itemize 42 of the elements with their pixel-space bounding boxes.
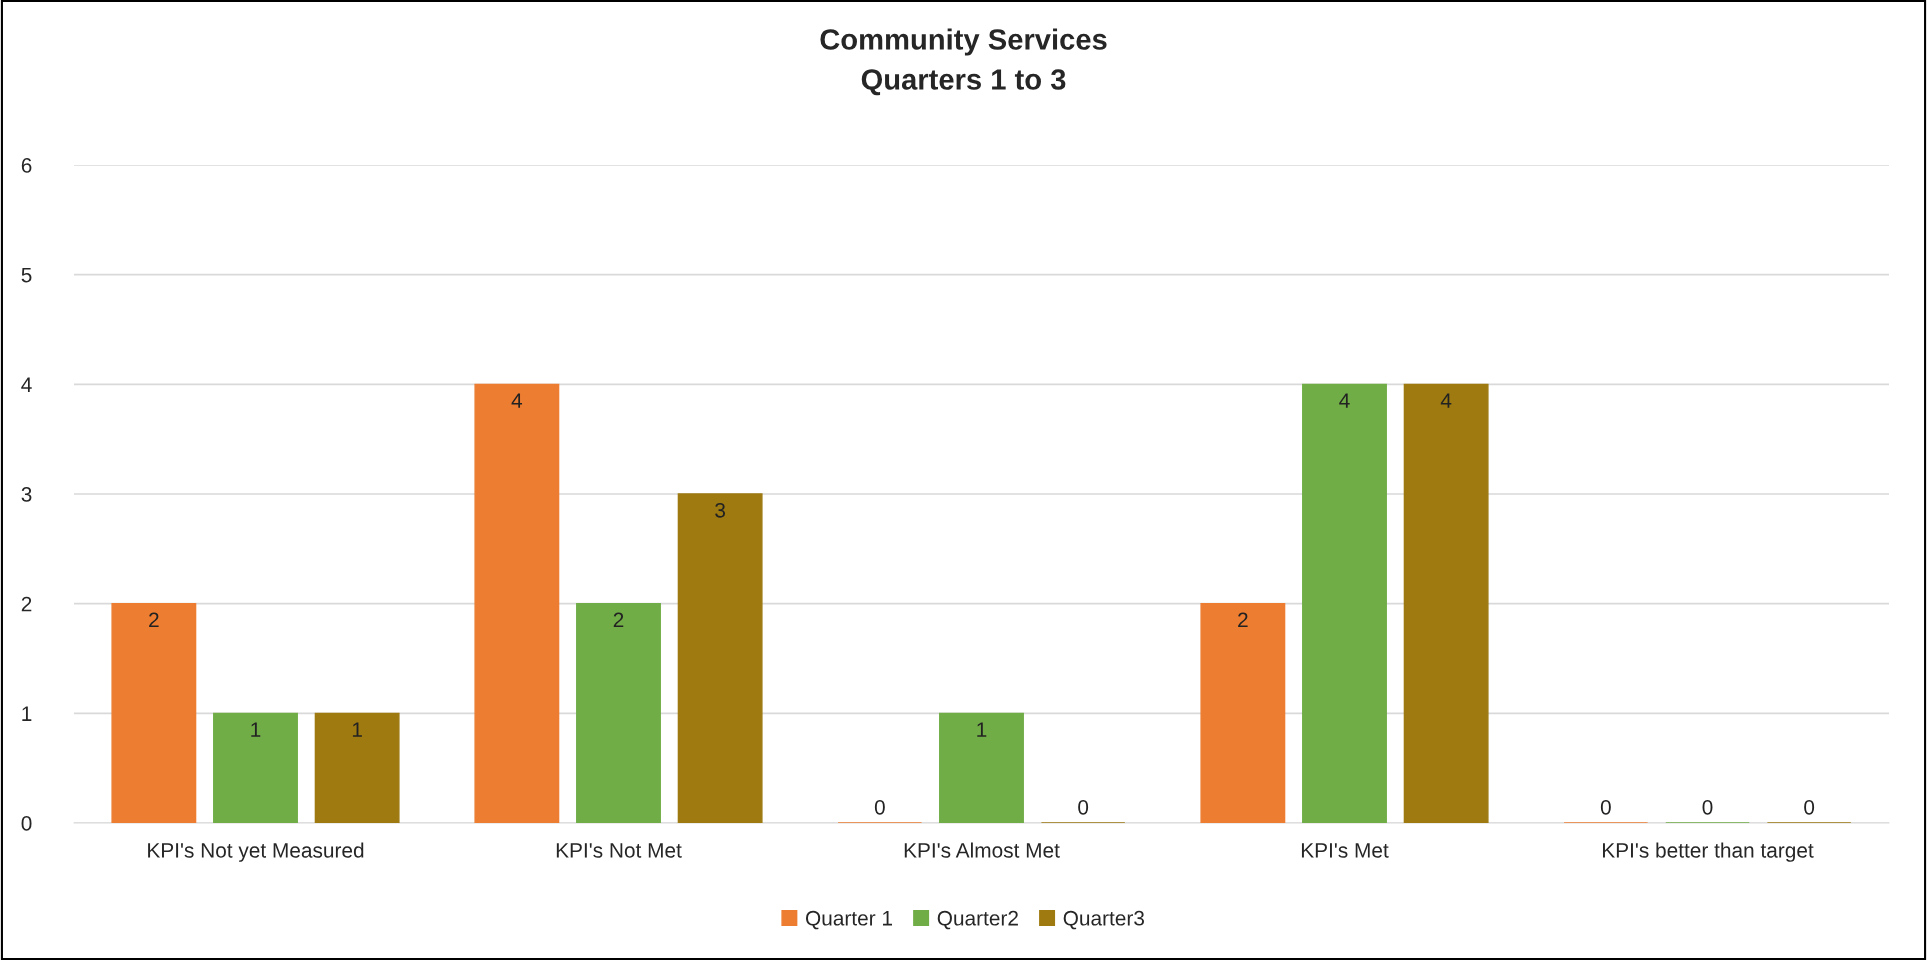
data-label: 1 [977, 722, 987, 737]
legend-label: Quarter 1 [805, 910, 892, 930]
y-tick-label: 1 [22, 706, 32, 721]
bar [314, 712, 400, 823]
y-tick-label: 4 [21, 377, 32, 392]
bar [939, 712, 1024, 823]
legend-label: Quarter2 [937, 910, 1018, 930]
y-tick-label: 0 [21, 816, 32, 831]
chart-subtitle: Quarters 1 to 3 [861, 69, 1066, 96]
data-label: 0 [1078, 799, 1089, 815]
y-tick-label: 5 [21, 267, 32, 283]
x-tick-label: KPI's Not yet Measured [148, 842, 364, 862]
data-label: 4 [1440, 393, 1452, 408]
bar [474, 383, 560, 823]
y-tick-label: 2 [21, 596, 32, 612]
bar [677, 493, 763, 823]
data-label: 4 [511, 393, 523, 408]
x-tick-label: KPI's Almost Met [904, 842, 1060, 858]
bar [1200, 602, 1286, 823]
data-label: 1 [251, 722, 261, 737]
bar [111, 602, 197, 823]
legend-label: Quarter3 [1063, 910, 1144, 930]
data-label: 1 [352, 722, 362, 737]
y-tick-label: 6 [21, 158, 32, 173]
data-label: 2 [149, 612, 159, 628]
x-tick-label: KPI's Met [1301, 843, 1389, 858]
data-label: 0 [1600, 799, 1611, 815]
x-tick-label: KPI's better than target [1603, 842, 1814, 862]
bar [576, 602, 661, 823]
data-label: 2 [613, 612, 624, 628]
data-label: 2 [1238, 612, 1248, 628]
chart-title: Community Services [820, 28, 1107, 56]
x-tick-label: KPI's Not Met [556, 843, 682, 858]
data-label: 0 [1702, 799, 1713, 815]
bar [1403, 383, 1489, 823]
data-label: 0 [1804, 799, 1815, 815]
y-tick-label: 3 [21, 487, 32, 502]
data-label: 4 [1339, 393, 1350, 408]
data-label: 3 [715, 502, 726, 518]
data-label: 0 [874, 799, 885, 815]
bar [1302, 383, 1387, 823]
bar [213, 712, 298, 823]
